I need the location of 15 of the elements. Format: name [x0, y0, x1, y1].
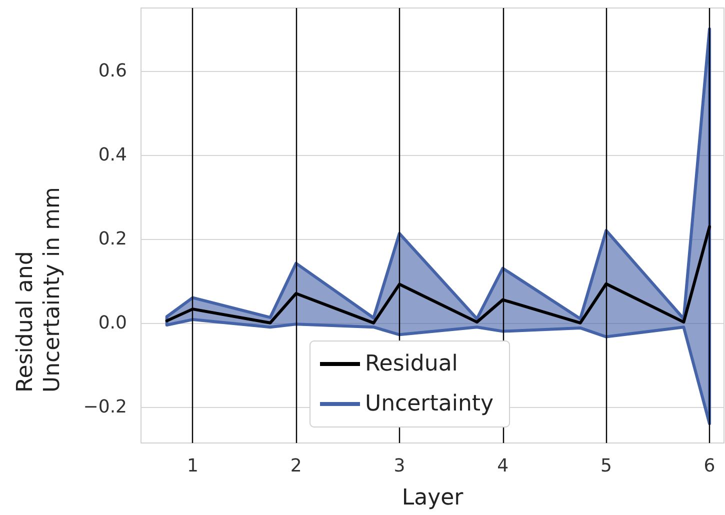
x-tick-label: 6: [704, 456, 716, 476]
y-tick-label: 0.4: [98, 144, 127, 166]
y-tick-label: 0.6: [98, 60, 127, 82]
y-tick-label: 0.0: [98, 312, 127, 334]
y-tick-label: 0.2: [98, 228, 127, 250]
x-tick-label: 5: [600, 456, 612, 476]
x-tick-label: 2: [290, 456, 302, 476]
x-axis-title: Layer: [402, 486, 464, 510]
y-tick-label: −0.2: [83, 396, 127, 418]
legend-label: Uncertainty: [365, 392, 494, 416]
x-tick-label: 4: [497, 456, 509, 476]
legend-label: Residual: [365, 352, 458, 376]
x-tick-label: 3: [394, 456, 406, 476]
x-tick-label: 1: [186, 456, 198, 476]
y-axis-title: Residual and Uncertainty in mm: [13, 187, 65, 392]
